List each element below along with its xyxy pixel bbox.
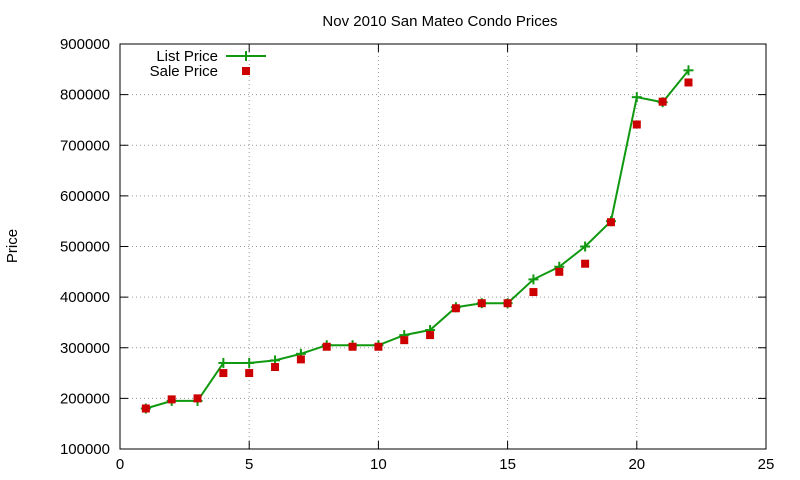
list-price-line	[145, 69, 690, 410]
sale-price-point	[451, 304, 460, 313]
sale-price-point	[555, 267, 564, 276]
sale-price-point	[193, 394, 202, 403]
y-tick-label: 900000	[60, 36, 110, 53]
tick-labels: 0 5 10 15 20 25 100000 200000 300000 400000 500000…	[60, 36, 774, 473]
x-tick-label: 20	[628, 456, 645, 473]
list-price-point	[528, 274, 539, 285]
y-tick-label: 600000	[60, 188, 110, 205]
sale-price-point	[348, 342, 357, 351]
sale-price-point	[632, 120, 641, 129]
legend-label-sale-price: Sale Price	[150, 63, 218, 80]
x-tick-label: 0	[116, 456, 124, 473]
sale-price-point	[684, 78, 693, 87]
sale-price-point	[374, 342, 383, 351]
sale-price-point	[245, 369, 254, 378]
sale-price-point	[503, 299, 512, 308]
series-markers	[140, 65, 694, 414]
sale-price-point	[141, 404, 150, 413]
legend: List Price Sale Price	[150, 48, 266, 80]
sale-price-point	[296, 355, 305, 364]
y-tick-label: 100000	[60, 441, 110, 458]
y-tick-label: 500000	[60, 239, 110, 256]
axis-ticks	[119, 43, 767, 450]
x-tick-label: 25	[758, 456, 775, 473]
sale-price-point	[606, 218, 615, 227]
sale-price-point	[477, 299, 486, 308]
sale-price-point	[322, 342, 331, 351]
y-tick-label: 400000	[60, 289, 110, 306]
list-price-point	[683, 65, 694, 76]
sale-price-point	[426, 331, 435, 340]
sale-price-point	[400, 336, 409, 345]
legend-marker-list-price	[241, 51, 251, 61]
sale-price-point	[581, 259, 590, 268]
sale-price-point	[219, 369, 228, 378]
legend-marker-sale-price	[242, 67, 250, 75]
list-price-point	[580, 241, 591, 252]
list-price-point	[631, 92, 642, 103]
x-tick-label: 10	[370, 456, 387, 473]
x-tick-label: 5	[245, 456, 253, 473]
sale-price-point	[271, 362, 280, 371]
chart-title: Nov 2010 San Mateo Condo Prices	[322, 13, 557, 30]
legend-label-list-price: List Price	[156, 48, 218, 65]
y-tick-label: 800000	[60, 87, 110, 104]
sale-price-point	[167, 395, 176, 404]
y-tick-label: 700000	[60, 137, 110, 154]
sale-price-point	[658, 97, 667, 106]
y-axis-label: Price	[4, 229, 21, 263]
sale-price-point	[529, 288, 538, 297]
list-price-point	[244, 357, 255, 368]
y-tick-label: 200000	[60, 390, 110, 407]
x-tick-label: 15	[499, 456, 516, 473]
list-price-point	[218, 357, 229, 368]
series-lines	[145, 69, 690, 410]
grid-lines	[120, 44, 766, 449]
y-tick-label: 300000	[60, 340, 110, 357]
